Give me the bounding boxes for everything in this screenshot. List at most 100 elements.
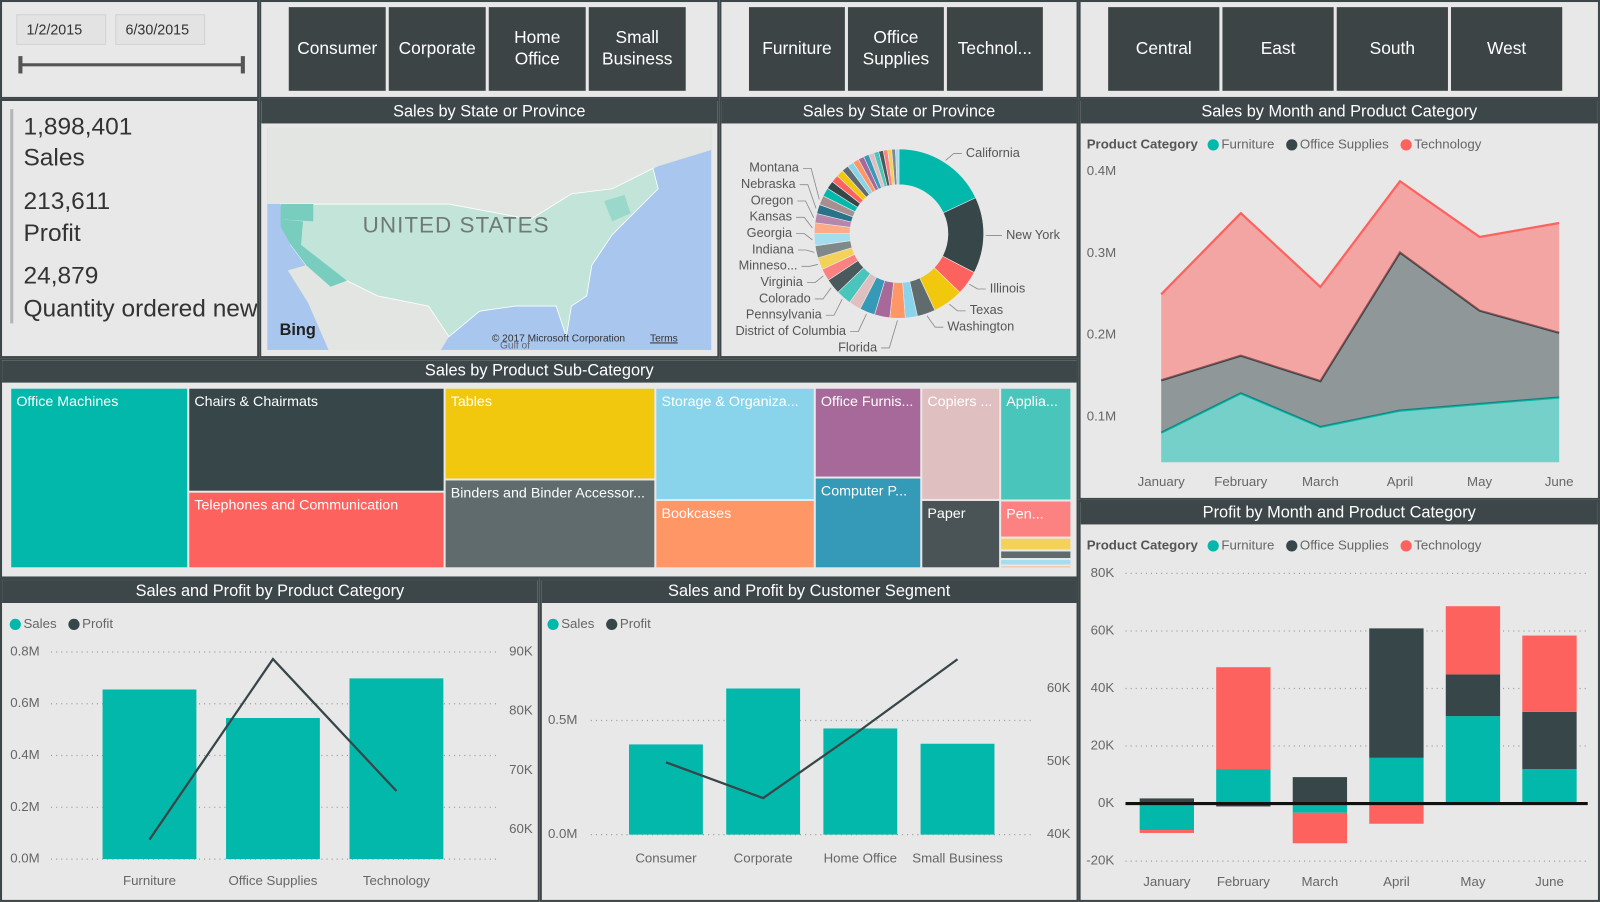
treemap-tile[interactable] <box>922 388 1000 499</box>
bar-segment[interactable] <box>1369 803 1424 824</box>
data-label: Florida <box>838 339 878 354</box>
treemap-tile[interactable] <box>11 388 188 568</box>
donut-chart: California New York Illinois Texas Washingto… <box>735 145 1060 354</box>
y-tick-label: 60K <box>509 821 533 836</box>
slider-handle[interactable] <box>18 56 23 74</box>
tile-label: Computer P... <box>821 484 907 500</box>
bar-segment[interactable] <box>1292 803 1348 813</box>
treemap-tile[interactable] <box>1001 560 1071 565</box>
treemap-tile[interactable] <box>1001 388 1071 500</box>
treemap-tile[interactable] <box>656 501 814 568</box>
end-date[interactable]: 6/30/2015 <box>115 14 206 45</box>
leader-line <box>926 315 944 328</box>
bar[interactable] <box>920 743 995 835</box>
bar-segment[interactable] <box>1445 716 1501 804</box>
data-label: California <box>966 145 1021 160</box>
bar[interactable] <box>102 689 197 860</box>
y-tick-label: 80K <box>509 703 533 718</box>
combo-panel: Sales and Profit by Customer Segment 0.0… <box>539 578 1079 902</box>
leader-line <box>801 264 818 267</box>
y-tick-label: 0.3M <box>1087 245 1116 260</box>
legend-label: Furniture <box>1221 136 1274 151</box>
treemap-tile[interactable] <box>1001 538 1071 550</box>
donut-slice[interactable] <box>895 148 900 186</box>
bar-segment[interactable] <box>1445 606 1501 675</box>
card-value: 1,898,401 <box>23 113 133 141</box>
map-terms[interactable]: Terms <box>650 333 678 344</box>
slicer-button[interactable]: Central <box>1108 7 1220 91</box>
treemap-tile[interactable] <box>445 388 655 479</box>
treemap-tile[interactable] <box>1001 551 1071 559</box>
date-slider-track[interactable] <box>20 63 243 67</box>
map[interactable]: UNITED STATES Bing © 2017 Microsoft Corp… <box>261 123 717 356</box>
treemap-tile[interactable] <box>1001 501 1071 537</box>
state-highlight[interactable] <box>604 194 631 222</box>
state-highlight[interactable] <box>280 219 347 287</box>
bar[interactable] <box>629 744 703 835</box>
slicer-button[interactable]: Technol... <box>946 7 1043 91</box>
leader-line <box>796 216 813 229</box>
bar[interactable] <box>726 688 801 835</box>
treemap-tile[interactable] <box>189 492 444 568</box>
tile-label: Paper <box>927 506 965 522</box>
bar-segment[interactable] <box>1139 798 1194 804</box>
bar-segment[interactable] <box>1139 830 1194 833</box>
bar-segment[interactable] <box>1216 769 1271 804</box>
data-label: Kansas <box>749 209 792 224</box>
legend-title: Product Category <box>1087 537 1199 552</box>
data-label: Minneso... <box>739 258 798 273</box>
slicer-button[interactable]: Furniture <box>748 7 845 91</box>
slicer-button[interactable]: Small Business <box>588 7 686 91</box>
slicer-button[interactable]: Home Office <box>488 7 586 91</box>
us-states[interactable] <box>280 167 659 338</box>
treemap-panel: Sales by Product Sub-Category Office Mac… <box>0 358 1079 579</box>
slider-handle[interactable] <box>240 56 245 74</box>
treemap-tile[interactable] <box>815 478 921 568</box>
panel-title: Profit by Month and Product Category <box>1080 501 1598 525</box>
area-fill <box>1161 252 1560 433</box>
bar-segment[interactable] <box>1292 812 1348 844</box>
treemap-tile[interactable] <box>445 480 655 568</box>
legend-label: Sales <box>23 616 57 631</box>
button-group: Central East South West <box>1108 7 1563 91</box>
button-group: Furniture Office Supplies Technol... <box>748 7 1043 91</box>
slicer-button[interactable]: Consumer <box>288 7 386 91</box>
bar-segment[interactable] <box>1369 628 1424 758</box>
y-tick-label: 50K <box>1047 753 1071 768</box>
y-tick-label: 20K <box>1091 738 1115 753</box>
bar-segment[interactable] <box>1522 711 1577 770</box>
start-date[interactable]: 1/2/2015 <box>16 14 107 45</box>
bar-segment[interactable] <box>1522 635 1577 712</box>
state-highlight[interactable] <box>280 204 314 222</box>
tile-label: Binders and Binder Accessor... <box>451 486 645 502</box>
combo-panel: Sales and Profit by Product Category 0.0… <box>0 578 540 902</box>
bar[interactable] <box>823 728 898 835</box>
x-tick-label: March <box>1301 874 1338 889</box>
treemap-tile[interactable] <box>189 388 444 491</box>
bar-segment[interactable] <box>1522 769 1577 804</box>
slicer-button[interactable]: South <box>1336 7 1448 91</box>
legend-label: Technology <box>1414 136 1481 151</box>
area-fill <box>1161 181 1560 382</box>
bar-segment[interactable] <box>1292 777 1348 804</box>
bar[interactable] <box>349 678 444 860</box>
x-tick-label: May <box>1460 874 1485 889</box>
bar[interactable] <box>226 717 320 860</box>
bar-segment[interactable] <box>1445 674 1501 717</box>
bar-segment[interactable] <box>1216 667 1271 770</box>
x-tick-label: April <box>1387 474 1414 489</box>
treemap-tile[interactable] <box>656 388 814 500</box>
slicer-button[interactable]: East <box>1222 7 1334 91</box>
bar-segment[interactable] <box>1369 757 1424 804</box>
treemap-tile[interactable] <box>815 388 921 477</box>
y-tick-label: 90K <box>509 643 533 658</box>
slicer-button[interactable]: Corporate <box>388 7 486 91</box>
bar-segment[interactable] <box>1139 803 1194 831</box>
slicer-button[interactable]: Office Supplies <box>847 7 944 91</box>
leader-line <box>825 299 843 316</box>
treemap-tile[interactable] <box>1001 566 1071 568</box>
treemap-tile[interactable] <box>922 500 1000 568</box>
slicer-button[interactable]: West <box>1451 7 1563 91</box>
treemap: Office Machines Chairs & Chairmats Telepho… <box>11 388 1071 568</box>
map-panel: Sales by State or Province UNITED STATES… <box>259 98 720 359</box>
